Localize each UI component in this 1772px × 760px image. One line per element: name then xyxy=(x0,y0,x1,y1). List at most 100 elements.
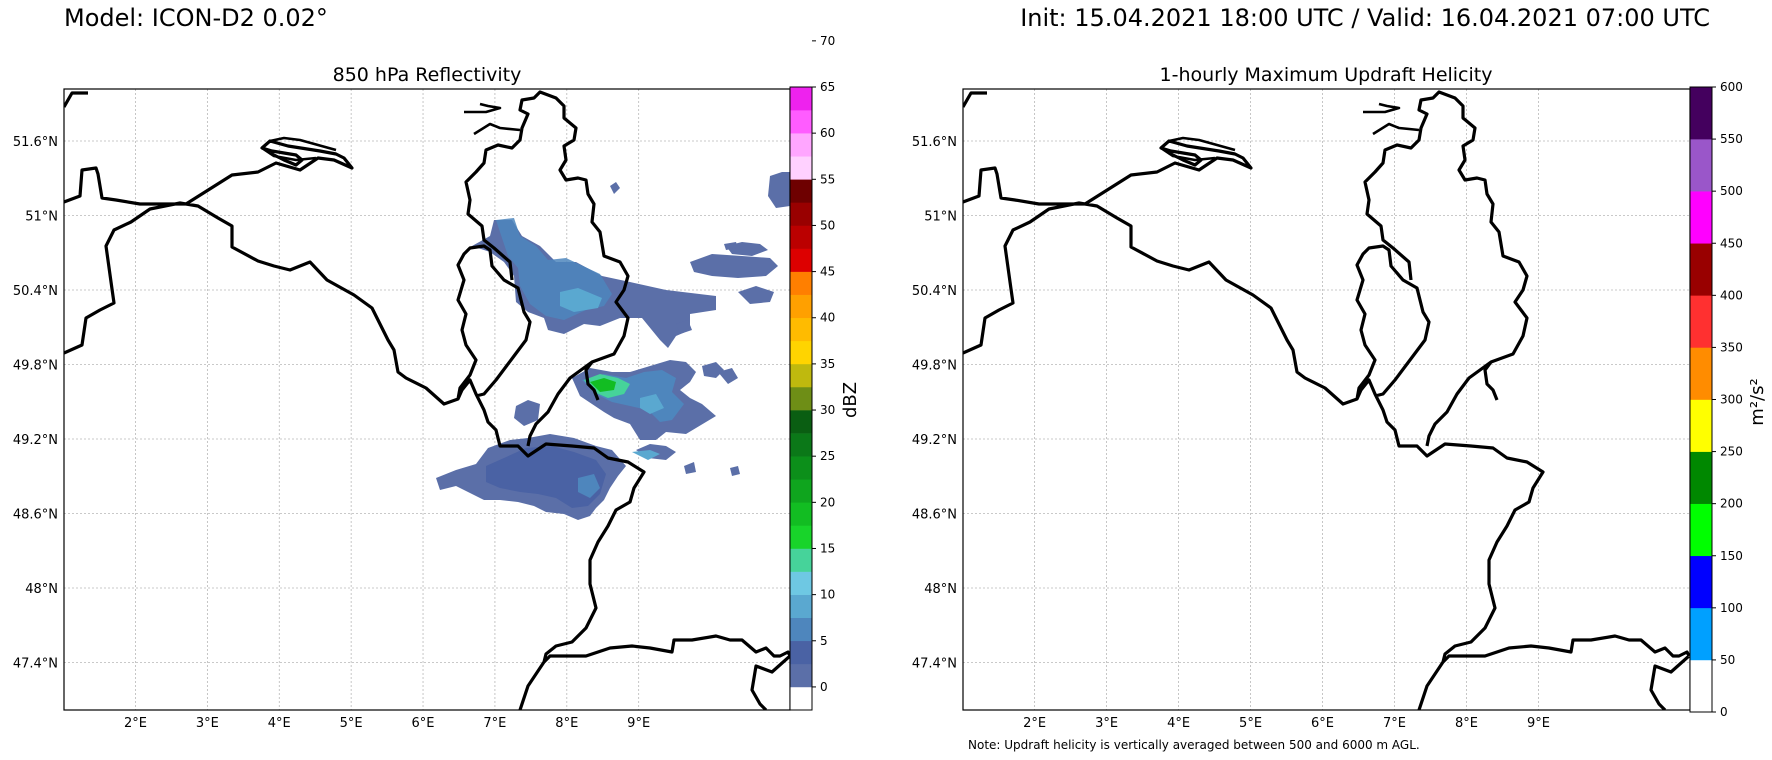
colorbar-tick: 50 xyxy=(1720,653,1735,667)
colorbar-tick: 15 xyxy=(820,541,835,555)
colorbar-segment xyxy=(790,225,812,249)
lon-label: 7°E xyxy=(1383,716,1406,731)
lon-label: 8°E xyxy=(555,716,578,731)
colorbar-tick: 100 xyxy=(1720,601,1743,615)
colorbar-segment xyxy=(1690,347,1712,400)
lon-label: 7°E xyxy=(483,716,506,731)
lon-label: 5°E xyxy=(1239,716,1262,731)
lat-label: 49.8°N xyxy=(912,359,957,374)
colorbar-segment xyxy=(1690,139,1712,192)
right-lat-labels: 51.6°N 51°N 50.4°N 49.8°N 49.2°N 48.6°N 48°N 47… xyxy=(912,135,957,672)
colorbar-tick: 50 xyxy=(820,218,835,232)
colorbar-tick: 35 xyxy=(820,357,835,371)
model-title: Model: ICON-D2 0.02° xyxy=(64,4,328,32)
colorbar-segment xyxy=(790,386,812,411)
colorbar-segment xyxy=(790,248,812,272)
colorbar-segment xyxy=(790,410,812,434)
lat-label: 48°N xyxy=(25,582,58,597)
colorbar-tick: 65 xyxy=(820,80,835,94)
lat-label: 50.4°N xyxy=(912,284,957,299)
lat-label: 48.6°N xyxy=(912,508,957,523)
colorbar-segment xyxy=(1690,87,1712,140)
colorbar-tick: 550 xyxy=(1720,132,1743,146)
colorbar-segment xyxy=(790,202,812,226)
lon-label: 6°E xyxy=(1311,716,1334,731)
colorbar-segment xyxy=(1690,191,1712,244)
colorbar-segment xyxy=(790,456,812,480)
colorbar-tick: 45 xyxy=(820,265,835,279)
colorbar-segment xyxy=(1690,503,1712,557)
colorbar-segment xyxy=(790,479,812,503)
colorbar-segment xyxy=(1690,607,1712,661)
colorbar-segment xyxy=(790,363,812,388)
colorbar-tick: 70 xyxy=(820,34,835,48)
colorbar-segment xyxy=(790,110,812,134)
colorbar-segment xyxy=(790,179,812,203)
left-colorbar: 0 5 10 15 20 25 30 35 40 45 50 55 60 65 70 dBZ xyxy=(789,34,861,711)
colorbar-segment xyxy=(790,271,812,295)
colorbar-segment xyxy=(1690,295,1712,348)
right-colorbar: 0 50 100 150 200 250 300 350 400 450 500 550 600 m²/… xyxy=(1689,80,1768,719)
lat-label: 50.4°N xyxy=(13,284,58,299)
colorbar-tick: 600 xyxy=(1720,80,1743,94)
colorbar-tick: 40 xyxy=(820,311,835,325)
lat-label: 48°N xyxy=(924,582,957,597)
colorbar-tick: 300 xyxy=(1720,393,1743,407)
lon-label: 4°E xyxy=(1167,716,1190,731)
colorbar-segment xyxy=(790,525,812,549)
colorbar-tick: 10 xyxy=(820,588,835,602)
lat-label: 51.6°N xyxy=(912,135,957,150)
colorbar-tick: 5 xyxy=(820,634,828,648)
colorbar-segment xyxy=(790,294,812,319)
lon-label: 3°E xyxy=(196,716,219,731)
lon-label: 9°E xyxy=(627,716,650,731)
colorbar-segment xyxy=(790,663,812,688)
colorbar-tick: 0 xyxy=(1720,705,1728,719)
lon-label: 9°E xyxy=(1527,716,1550,731)
lat-label: 47.4°N xyxy=(13,657,58,672)
lon-label: 2°E xyxy=(1023,716,1046,731)
colorbar-segment xyxy=(790,502,812,526)
init-valid-time: Init: 15.04.2021 18:00 UTC / Valid: 16.0… xyxy=(1020,4,1710,32)
footnote: Note: Updraft helicity is vertically ave… xyxy=(968,738,1420,752)
lon-label: 5°E xyxy=(340,716,363,731)
colorbar-segment xyxy=(790,640,812,665)
left-lat-labels: 51.6°N 51°N 50.4°N 49.8°N 49.2°N 48.6°N 48°N 47… xyxy=(13,135,58,672)
colorbar-segment xyxy=(1690,555,1712,609)
colorbar-segment xyxy=(790,571,812,595)
colorbar-segment xyxy=(790,617,812,642)
lat-label: 49.2°N xyxy=(912,433,957,448)
colorbar-segment xyxy=(1690,399,1712,452)
colorbar-segment xyxy=(1690,659,1712,713)
colorbar-tick: 400 xyxy=(1720,288,1743,302)
lat-label: 47.4°N xyxy=(912,657,957,672)
colorbar-segment xyxy=(790,317,812,342)
colorbar-tick: 0 xyxy=(820,680,828,694)
colorbar-segment xyxy=(790,87,812,111)
right-panel-title: 1-hourly Maximum Updraft Helicity xyxy=(1160,64,1493,86)
right-map-area: 51.6°N 51°N 50.4°N 49.8°N 49.2°N 48.6°N 48°N 47… xyxy=(912,88,1691,731)
lon-label: 3°E xyxy=(1095,716,1118,731)
colorbar-segment xyxy=(1690,451,1712,504)
colorbar-segment xyxy=(790,686,812,711)
lat-label: 48.6°N xyxy=(13,508,58,523)
right-lon-labels: 2°E 3°E 4°E 5°E 6°E 7°E 8°E 9°E xyxy=(1023,716,1550,731)
lat-label: 49.8°N xyxy=(13,359,58,374)
colorbar-tick: 350 xyxy=(1720,340,1743,354)
lat-label: 51°N xyxy=(924,210,957,225)
left-panel-title: 850 hPa Reflectivity xyxy=(333,64,522,86)
colorbar-segment xyxy=(1690,243,1712,296)
lat-label: 51.6°N xyxy=(13,135,58,150)
reflectivity-echo-south xyxy=(436,434,740,520)
colorbar-tick: 30 xyxy=(820,403,835,417)
lon-label: 4°E xyxy=(268,716,291,731)
colorbar-tick: 250 xyxy=(1720,445,1743,459)
colorbar-segment xyxy=(790,133,812,157)
colorbar-tick: 25 xyxy=(820,449,835,463)
lat-label: 51°N xyxy=(25,210,58,225)
reflectivity-echo-core xyxy=(514,360,738,440)
colorbar-tick: 200 xyxy=(1720,497,1743,511)
colorbar-segment xyxy=(790,548,812,572)
colorbar-tick: 450 xyxy=(1720,236,1743,250)
